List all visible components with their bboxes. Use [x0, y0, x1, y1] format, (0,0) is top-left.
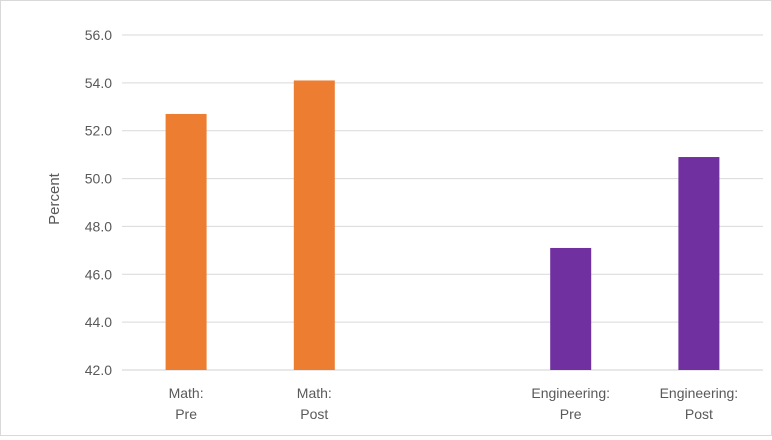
y-tick-label: 50.0 [85, 171, 112, 187]
bar [678, 157, 720, 370]
y-tick-label: 42.0 [85, 362, 112, 378]
gridlines [122, 34, 763, 371]
y-tick-label: 46.0 [85, 266, 112, 282]
bar [293, 80, 335, 370]
x-tick-label: Pre [175, 406, 197, 422]
x-tick-label: Post [685, 406, 713, 422]
x-tick-label: Math: [169, 385, 204, 401]
x-tick-label: Engineering: [531, 385, 610, 401]
x-tick-label: Engineering: [660, 385, 739, 401]
bar [165, 113, 207, 370]
y-tick-label: 54.0 [85, 75, 112, 91]
y-tick-label: 48.0 [85, 218, 112, 234]
y-axis-ticks: 42.0 44.0 46.0 48.0 50.0 52.0 54.0 56.0 [85, 27, 112, 378]
x-tick-label: Math: [297, 385, 332, 401]
bar [550, 247, 592, 370]
x-tick-label: Post [300, 406, 328, 422]
y-tick-label: 56.0 [85, 27, 112, 43]
y-tick-label: 44.0 [85, 314, 112, 330]
y-axis-title: Percent [46, 172, 63, 225]
y-tick-label: 52.0 [85, 123, 112, 139]
x-axis-ticks: Math: Pre Math: Post Engineering: Pre Engineer… [169, 385, 739, 422]
bars [165, 80, 720, 370]
x-tick-label: Pre [560, 406, 582, 422]
